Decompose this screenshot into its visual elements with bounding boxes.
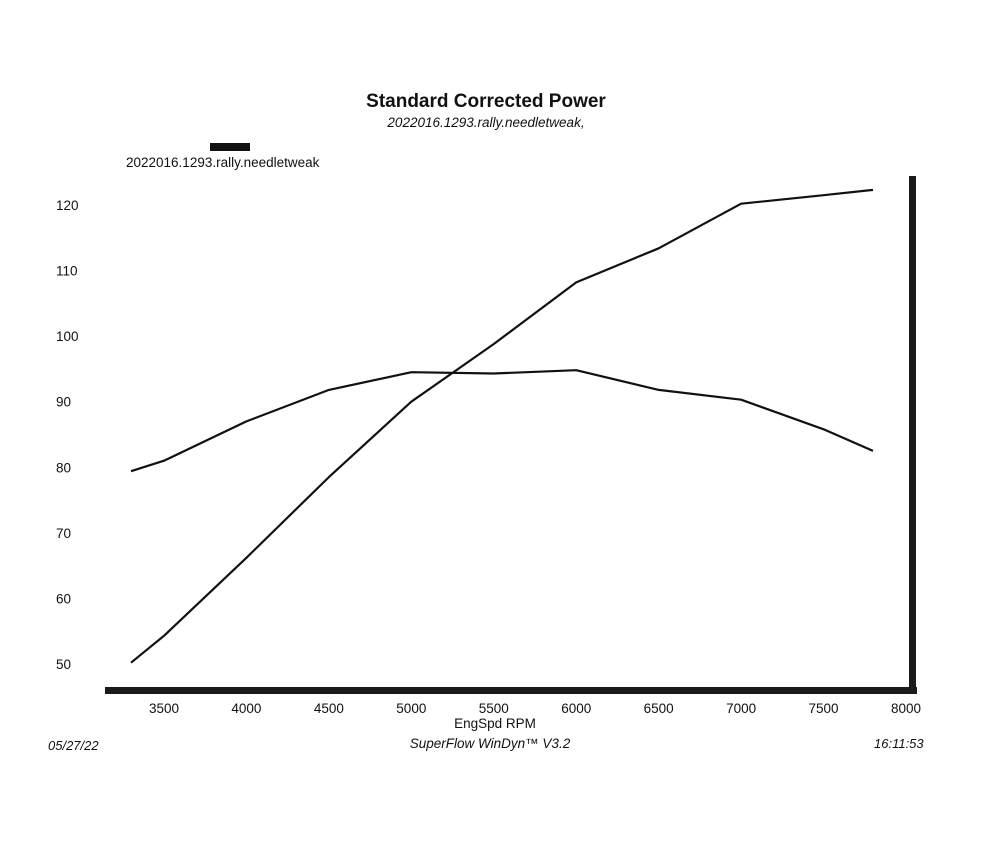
y-tick-label: 70 — [56, 526, 71, 541]
y-tick-label: 110 — [56, 264, 78, 279]
y-tick-label: 50 — [56, 657, 71, 672]
x-tick-label: 8000 — [891, 701, 921, 716]
footer-software: SuperFlow WinDyn™ V3.2 — [409, 736, 571, 751]
y-tick-label: 120 — [56, 198, 79, 213]
x-tick-label: 5000 — [396, 701, 426, 716]
series-line-1 — [130, 188, 874, 664]
x-tick-label: 3500 — [149, 701, 179, 716]
y-tick-label: 60 — [56, 591, 71, 606]
footer-time: 16:11:53 — [874, 736, 924, 751]
chart-axes — [105, 176, 917, 694]
chart-title: Standard Corrected Power — [366, 91, 606, 112]
y-tick-labels: 50 60 70 80 90 100 110 120 — [56, 198, 79, 672]
x-tick-label: 4500 — [314, 701, 344, 716]
y-tick-label: 80 — [56, 460, 71, 475]
legend-label: 2022016.1293.rally.needletweak — [126, 155, 320, 170]
y-tick-label: 90 — [56, 395, 71, 410]
x-tick-label: 7500 — [809, 701, 839, 716]
x-tick-label: 6500 — [644, 701, 674, 716]
series-lines — [130, 188, 874, 664]
x-tick-label: 7000 — [726, 701, 756, 716]
right-border-bar — [909, 176, 916, 693]
chart-subtitle: 2022016.1293.rally.needletweak, — [387, 115, 585, 130]
x-tick-labels: 3500 4000 4500 5000 5500 6000 6500 7000 7500 8000 — [149, 701, 921, 716]
legend-swatch — [210, 143, 250, 151]
y-tick-label: 100 — [56, 329, 79, 344]
series-line-2 — [130, 369, 874, 473]
x-tick-label: 4000 — [231, 701, 261, 716]
footer-date: 05/27/22 — [48, 738, 99, 753]
x-tick-label: 5500 — [479, 701, 509, 716]
x-axis-bar — [105, 687, 917, 694]
x-tick-label: 6000 — [561, 701, 591, 716]
x-axis-label: EngSpd RPM — [454, 716, 536, 731]
